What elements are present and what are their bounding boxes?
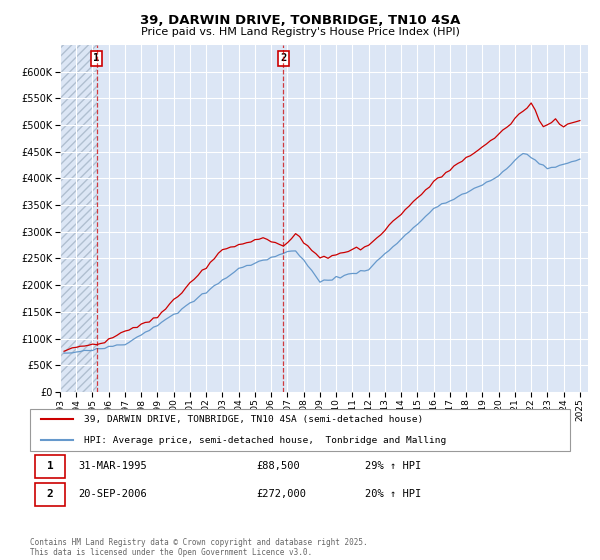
Text: £88,500: £88,500 bbox=[257, 461, 301, 471]
Text: 1: 1 bbox=[47, 461, 53, 471]
FancyBboxPatch shape bbox=[35, 455, 65, 478]
Text: £272,000: £272,000 bbox=[257, 489, 307, 499]
Bar bbox=[60, 45, 97, 392]
Text: HPI: Average price, semi-detached house,  Tonbridge and Malling: HPI: Average price, semi-detached house,… bbox=[84, 436, 446, 445]
FancyBboxPatch shape bbox=[30, 409, 570, 451]
Text: 31-MAR-1995: 31-MAR-1995 bbox=[79, 461, 148, 471]
Text: 39, DARWIN DRIVE, TONBRIDGE, TN10 4SA: 39, DARWIN DRIVE, TONBRIDGE, TN10 4SA bbox=[140, 14, 460, 27]
Text: Contains HM Land Registry data © Crown copyright and database right 2025.
This d: Contains HM Land Registry data © Crown c… bbox=[30, 538, 368, 557]
Text: 20-SEP-2006: 20-SEP-2006 bbox=[79, 489, 148, 499]
Text: 1: 1 bbox=[94, 54, 100, 63]
Text: 29% ↑ HPI: 29% ↑ HPI bbox=[365, 461, 421, 471]
Text: 2: 2 bbox=[280, 54, 287, 63]
Text: 2: 2 bbox=[47, 489, 53, 499]
Text: 39, DARWIN DRIVE, TONBRIDGE, TN10 4SA (semi-detached house): 39, DARWIN DRIVE, TONBRIDGE, TN10 4SA (s… bbox=[84, 415, 423, 424]
Text: 20% ↑ HPI: 20% ↑ HPI bbox=[365, 489, 421, 499]
FancyBboxPatch shape bbox=[35, 483, 65, 506]
Text: Price paid vs. HM Land Registry's House Price Index (HPI): Price paid vs. HM Land Registry's House … bbox=[140, 27, 460, 37]
